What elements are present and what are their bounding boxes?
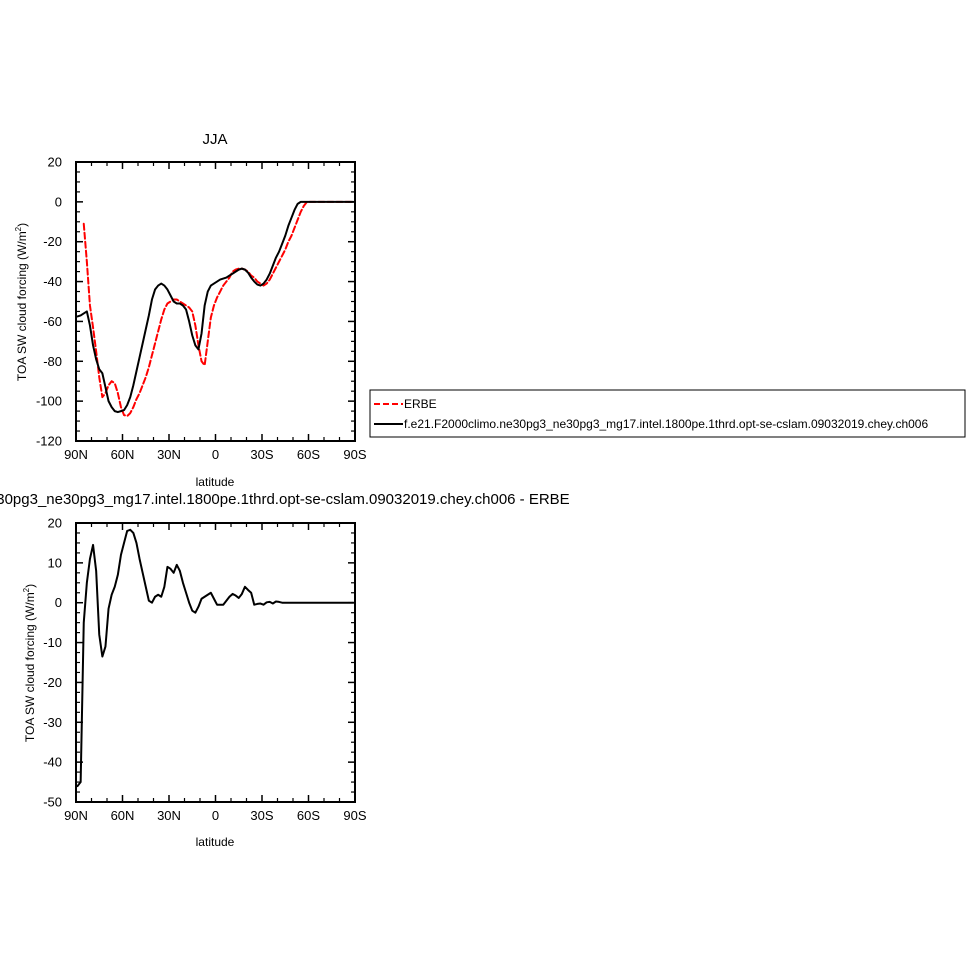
bottom-plot-frame [75, 522, 356, 803]
bottom-panel: f.e21.F2000climo.ne30pg3_ne30pg3_mg17.in… [0, 491, 570, 849]
top-y-axis-label-main: TOA SW cloud forcing (W/m [15, 231, 29, 381]
top-panel: JJA 90N 60N 30N 0 30S 60S 90S 20 0 -20 -40 -60 -80 -1… [14, 131, 367, 489]
bottom-x-tick-label: 30N [157, 808, 181, 823]
top-y-tick-label: -20 [43, 234, 62, 249]
bottom-y-tick-label: -50 [43, 795, 62, 810]
bottom-y-axis-label-close: ) [23, 584, 37, 588]
bottom-x-tick-label: 90N [64, 808, 88, 823]
bottom-x-tick-label: 60S [297, 808, 320, 823]
top-plot-title: JJA [202, 131, 227, 148]
top-y-tick-label: 20 [48, 155, 62, 170]
bottom-x-tick-label: 60N [111, 808, 135, 823]
top-x-tick-label: 90N [64, 447, 88, 462]
top-plot-area: 90N 60N 30N 0 30S 60S 90S 20 0 -20 -40 -60 -80 -100 -1… [36, 155, 367, 463]
top-y-tick-label: -80 [43, 354, 62, 369]
top-y-tick-label: -100 [36, 394, 62, 409]
top-x-tick-label: 60N [111, 447, 135, 462]
bottom-y-axis-label: TOA SW cloud forcing (W/m2) [22, 584, 37, 742]
bottom-x-tick-label: 30S [250, 808, 273, 823]
top-x-tick-label: 90S [343, 447, 366, 462]
top-y-tick-label: 0 [55, 194, 62, 209]
bottom-y-tick-label: -10 [43, 635, 62, 650]
bottom-x-tick-label: 0 [212, 808, 219, 823]
bottom-y-axis-label-main: TOA SW cloud forcing (W/m [23, 592, 37, 742]
top-legend: ERBE f.e21.F2000climo.ne30pg3_ne30pg3_mg… [369, 389, 966, 438]
legend-box [369, 389, 966, 438]
bottom-x-tick-label: 90S [343, 808, 366, 823]
top-y-tick-label: -120 [36, 434, 62, 449]
top-x-tick-label: 30S [250, 447, 273, 462]
top-series-line-model [76, 200, 355, 414]
top-y-tick-label: -40 [43, 274, 62, 289]
bottom-plot-area: 90N 60N 30N 0 30S 60S 90S 20 10 0 -10 -20 -30 -40 -50 [43, 516, 367, 824]
bottom-plot-title: f.e21.F2000climo.ne30pg3_ne30pg3_mg17.in… [0, 491, 570, 508]
bottom-y-axis-label-superscript: 2 [22, 587, 31, 592]
top-x-tick-label: 0 [212, 447, 219, 462]
bottom-y-tick-label: 20 [48, 516, 62, 531]
top-x-tick-label: 60S [297, 447, 320, 462]
legend-label-erbe: ERBE [404, 397, 437, 411]
top-y-axis-label-close: ) [15, 223, 29, 227]
bottom-y-tick-label: 0 [55, 595, 62, 610]
bottom-y-tick-label: -20 [43, 675, 62, 690]
top-y-tick-label: -60 [43, 314, 62, 329]
top-y-axis-label: TOA SW cloud forcing (W/m2) [14, 223, 29, 381]
bottom-series-line-difference [76, 528, 355, 788]
top-y-axis-label-superscript: 2 [14, 226, 23, 231]
bottom-x-axis-label: latitude [196, 835, 235, 849]
bottom-y-tick-label: 10 [48, 555, 62, 570]
top-x-axis-label: latitude [196, 475, 235, 489]
bottom-y-tick-label: -30 [43, 715, 62, 730]
legend-label-model: f.e21.F2000climo.ne30pg3_ne30pg3_mg17.in… [404, 417, 928, 431]
top-x-tick-label: 30N [157, 447, 181, 462]
top-series-line-erbe [82, 200, 355, 418]
bottom-y-tick-label: -40 [43, 755, 62, 770]
